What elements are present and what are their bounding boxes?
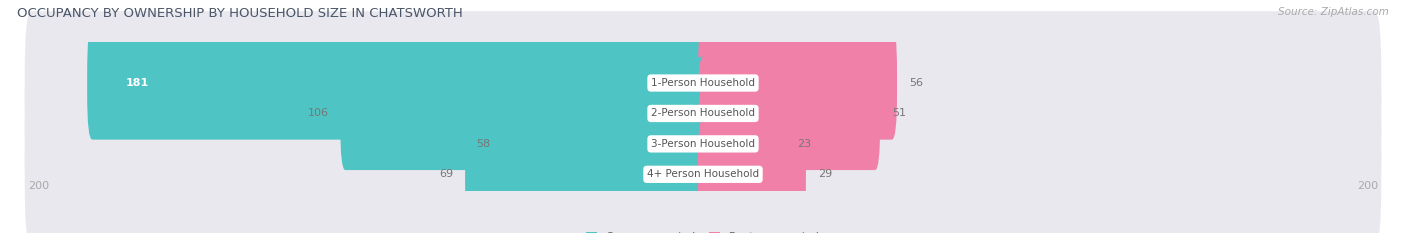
Text: 200: 200 — [1357, 181, 1378, 191]
Text: 69: 69 — [439, 169, 453, 179]
Text: 181: 181 — [127, 78, 149, 88]
Text: 4+ Person Household: 4+ Person Household — [647, 169, 759, 179]
Text: 106: 106 — [308, 108, 329, 118]
FancyBboxPatch shape — [25, 103, 1381, 233]
Legend: Owner-occupied, Renter-occupied: Owner-occupied, Renter-occupied — [586, 232, 820, 233]
Text: 2-Person Household: 2-Person Household — [651, 108, 755, 118]
FancyBboxPatch shape — [25, 72, 1381, 216]
FancyBboxPatch shape — [465, 118, 709, 231]
Text: 58: 58 — [477, 139, 491, 149]
Text: 23: 23 — [797, 139, 811, 149]
FancyBboxPatch shape — [87, 26, 709, 140]
FancyBboxPatch shape — [697, 87, 786, 200]
FancyBboxPatch shape — [25, 11, 1381, 155]
FancyBboxPatch shape — [340, 57, 709, 170]
Text: Source: ZipAtlas.com: Source: ZipAtlas.com — [1278, 7, 1389, 17]
FancyBboxPatch shape — [697, 118, 806, 231]
Text: 51: 51 — [891, 108, 905, 118]
Text: OCCUPANCY BY OWNERSHIP BY HOUSEHOLD SIZE IN CHATSWORTH: OCCUPANCY BY OWNERSHIP BY HOUSEHOLD SIZE… — [17, 7, 463, 20]
FancyBboxPatch shape — [697, 26, 897, 140]
Text: 200: 200 — [28, 181, 49, 191]
Text: 3-Person Household: 3-Person Household — [651, 139, 755, 149]
Text: 56: 56 — [908, 78, 922, 88]
FancyBboxPatch shape — [502, 87, 709, 200]
Text: 1-Person Household: 1-Person Household — [651, 78, 755, 88]
FancyBboxPatch shape — [25, 42, 1381, 185]
Text: 29: 29 — [818, 169, 832, 179]
FancyBboxPatch shape — [697, 57, 880, 170]
